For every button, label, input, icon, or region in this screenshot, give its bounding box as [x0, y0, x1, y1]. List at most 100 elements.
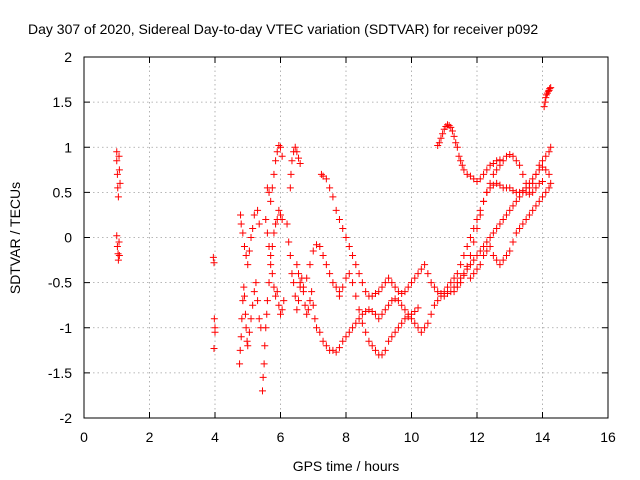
- data-point: [388, 279, 396, 287]
- data-point: [313, 324, 321, 332]
- data-point: [273, 148, 281, 156]
- data-point: [244, 261, 252, 269]
- data-point: [250, 211, 258, 219]
- data-point: [309, 247, 317, 255]
- data-point: [249, 301, 257, 309]
- data-point: [499, 215, 507, 223]
- data-point: [547, 179, 555, 187]
- data-point: [365, 337, 373, 345]
- data-point: [115, 252, 123, 260]
- x-tick-label: 10: [404, 429, 420, 445]
- data-point: [539, 178, 546, 186]
- data-point: [457, 261, 465, 269]
- data-point: [247, 315, 255, 323]
- data-point: [480, 252, 488, 260]
- data-point: [483, 238, 491, 246]
- data-point: [519, 170, 527, 178]
- data-point: [463, 243, 471, 251]
- data-point: [278, 306, 286, 314]
- data-point: [381, 346, 389, 354]
- data-point: [480, 243, 488, 251]
- data-point: [455, 152, 463, 160]
- data-point: [263, 310, 271, 318]
- data-point: [311, 315, 319, 323]
- data-point: [291, 143, 299, 151]
- data-point: [539, 157, 546, 165]
- data-point: [349, 252, 357, 260]
- data-point: [381, 306, 389, 314]
- data-point: [211, 328, 219, 336]
- data-point: [278, 152, 286, 160]
- data-point: [262, 215, 270, 223]
- data-point: [329, 346, 337, 354]
- data-point: [509, 238, 517, 246]
- series-arc-7.3: [317, 163, 553, 300]
- data-point: [483, 247, 491, 255]
- data-point: [280, 297, 288, 305]
- data-point: [545, 170, 553, 178]
- data-point: [506, 247, 514, 255]
- data-point: [345, 328, 353, 336]
- data-point: [240, 243, 248, 251]
- data-point: [277, 143, 284, 151]
- data-point: [391, 283, 399, 291]
- data-point: [335, 344, 343, 352]
- data-point: [293, 148, 301, 156]
- data-point: [322, 175, 330, 183]
- data-point: [296, 159, 304, 167]
- data-point: [326, 184, 334, 192]
- series-arc-14.1: [540, 84, 555, 111]
- data-point: [460, 271, 468, 279]
- data-point: [394, 324, 402, 332]
- data-point: [339, 224, 347, 232]
- data-point: [237, 211, 245, 219]
- data-point: [236, 346, 244, 354]
- data-point: [460, 166, 468, 174]
- series-arc-5.6c: [263, 141, 286, 205]
- data-point: [391, 295, 399, 303]
- data-point: [261, 342, 269, 350]
- data-point: [473, 215, 481, 223]
- data-point: [378, 310, 386, 318]
- data-point: [358, 279, 366, 287]
- y-tick-label: 0.5: [53, 184, 73, 200]
- data-point: [486, 161, 494, 169]
- data-point: [115, 152, 123, 160]
- data-point: [301, 301, 309, 309]
- data-point: [309, 301, 317, 309]
- x-tick-label: 12: [469, 429, 485, 445]
- data-point: [442, 122, 450, 130]
- data-point: [493, 157, 501, 165]
- data-point: [394, 288, 402, 296]
- data-point: [335, 215, 343, 223]
- data-point: [480, 197, 488, 205]
- y-tick-label: -2: [60, 410, 73, 426]
- data-point: [316, 328, 324, 336]
- data-point: [114, 193, 122, 201]
- data-point: [303, 310, 311, 318]
- data-point: [113, 232, 121, 240]
- data-point: [265, 188, 273, 196]
- chart-title: Day 307 of 2020, Sidereal Day-to-day VTE…: [28, 21, 538, 37]
- data-point: [509, 152, 517, 160]
- data-point: [277, 310, 284, 318]
- data-point: [506, 206, 514, 214]
- data-point: [329, 193, 337, 201]
- data-point: [238, 315, 246, 323]
- data-point: [116, 179, 124, 187]
- data-point: [453, 270, 461, 278]
- x-tick-label: 16: [600, 429, 616, 445]
- data-point: [447, 123, 455, 131]
- data-point: [365, 306, 373, 314]
- x-tick-label: 14: [535, 429, 551, 445]
- data-point: [401, 315, 409, 323]
- data-point: [265, 243, 273, 251]
- data-point: [489, 170, 497, 178]
- data-point: [114, 256, 122, 264]
- data-point: [448, 127, 456, 135]
- data-point: [516, 224, 524, 232]
- data-point: [476, 247, 484, 255]
- data-point: [268, 184, 276, 192]
- data-point: [236, 360, 244, 368]
